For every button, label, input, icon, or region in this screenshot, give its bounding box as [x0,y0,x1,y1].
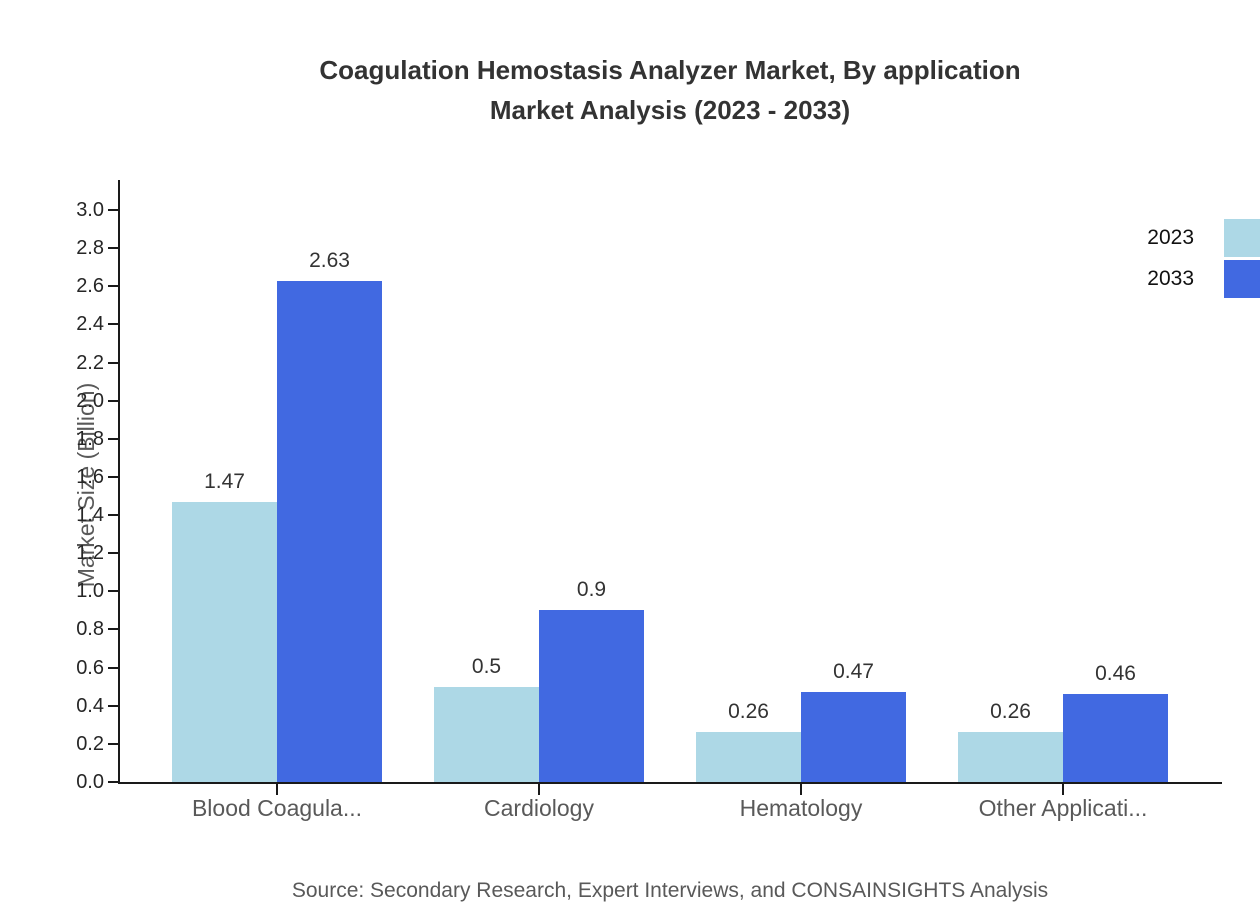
y-axis-tick-label: 0.2 [76,732,104,755]
y-axis-tick-label: 0.8 [76,618,104,641]
legend-item-2023: 2023 [1147,219,1260,257]
y-axis-tick-label: 0.6 [76,656,104,679]
y-axis-tick [108,666,118,669]
x-axis-category-label: Cardiology [484,795,594,821]
y-axis-tick-label: 2.6 [76,275,104,298]
x-axis-tick [1062,784,1064,795]
bar-2023 [958,732,1063,782]
bar-2023 [434,686,539,782]
y-axis-tick [108,285,118,288]
y-axis-tick [108,742,118,745]
y-axis-tick-label: 1.0 [76,580,104,603]
legend: 2023 2033 [1147,219,1260,298]
chart-title-line1: Coagulation Hemostasis Analyzer Market, … [319,55,1021,85]
bar-2023 [172,501,277,782]
bar-value-label: 0.26 [728,700,769,724]
y-axis-tick [108,399,118,402]
x-axis-category-label: Hematology [739,795,863,821]
x-axis-tick [538,784,540,795]
y-axis-tick-label: 2.2 [76,351,104,374]
y-axis-tick [108,590,118,593]
legend-label: 2033 [1147,267,1194,290]
bar-value-label: 0.46 [1095,662,1136,686]
legend-label: 2023 [1147,226,1194,249]
y-axis-tick-label: 1.4 [76,504,104,527]
y-axis-tick-label: 1.2 [76,542,104,565]
legend-item-2033: 2033 [1147,260,1260,298]
y-axis-tick [108,209,118,211]
y-axis-tick-label: 2.8 [76,237,104,260]
bar-2033 [277,280,382,782]
y-axis-tick-label: 1.6 [76,465,104,488]
chart-title: Coagulation Hemostasis Analyzer Market, … [120,50,1220,130]
bar-value-label: 0.47 [833,660,874,684]
legend-swatch [1224,219,1260,257]
bar-value-label: 2.63 [309,248,350,272]
y-axis-tick-label: 0.0 [76,771,104,793]
y-axis-tick [108,514,118,517]
y-axis-tick [108,552,118,555]
y-axis-tick [108,361,118,364]
x-axis-category-label: Blood Coagula... [191,795,363,821]
bar-2033 [539,610,644,782]
legend-swatch [1224,260,1260,298]
y-axis-line [118,180,120,784]
x-axis-line [118,782,1222,784]
bar-value-label: 0.26 [990,700,1031,724]
y-axis-tick-label: 1.8 [76,427,104,450]
y-axis-tick-label: 2.4 [76,313,104,336]
y-axis-tick [108,781,118,783]
bar-2023 [696,732,801,782]
bar-value-label: 0.9 [576,578,607,602]
chart-title-line2: Market Analysis (2023 - 2033) [489,95,851,125]
y-axis-tick [108,247,118,250]
x-axis-tick [800,784,802,795]
x-axis-category-label: Other Applicati... [978,795,1148,821]
y-axis-tick-label: 2.0 [76,389,104,412]
bar-value-label: 0.5 [471,654,502,678]
y-axis-tick [108,704,118,707]
y-axis-tick-label: 0.4 [76,694,104,717]
y-axis-tick [108,437,118,440]
y-axis-tick [108,323,118,326]
bar-value-label: 1.47 [204,469,245,493]
y-axis-tick [108,475,118,478]
x-axis-tick [276,784,278,795]
bar-2033 [801,692,906,782]
source-note: Source: Secondary Research, Expert Inter… [291,879,1049,902]
y-axis-tick-label: 3.0 [76,199,104,221]
bar-2033 [1063,694,1168,782]
y-axis-tick [108,628,118,631]
